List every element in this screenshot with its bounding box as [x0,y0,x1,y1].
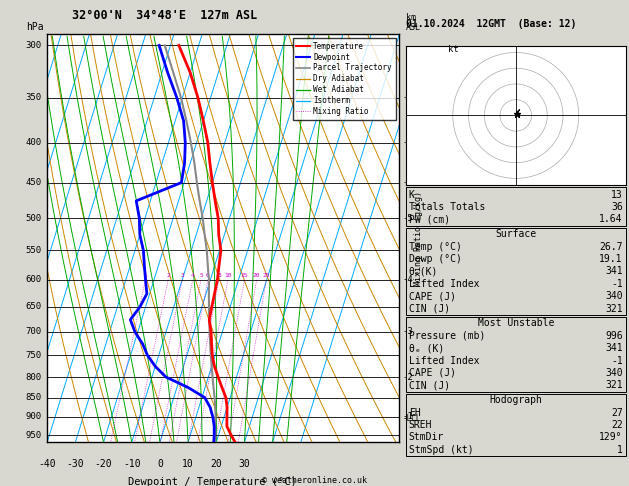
Text: Mixing Ratio (g/kg): Mixing Ratio (g/kg) [415,191,423,286]
Text: StmSpd (kt): StmSpd (kt) [409,445,474,455]
Text: km
ASL: km ASL [406,13,421,32]
Text: 32°00'N  34°48'E  127m ASL: 32°00'N 34°48'E 127m ASL [72,9,258,22]
Text: θₑ(K): θₑ(K) [409,266,438,277]
Text: 321: 321 [605,303,623,313]
Text: -1: -1 [611,356,623,365]
Bar [406,228,626,315]
Text: 550: 550 [26,246,42,255]
Text: CIN (J): CIN (J) [409,381,450,390]
Text: 20: 20 [253,273,260,278]
Text: 340: 340 [605,291,623,301]
Text: K: K [409,190,415,200]
Text: 1.64: 1.64 [599,214,623,225]
Text: -40: -40 [38,459,56,469]
Text: Surface: Surface [495,229,537,239]
Text: Hodograph: Hodograph [489,395,542,405]
Text: 341: 341 [605,343,623,353]
Text: 996: 996 [605,331,623,341]
Text: Lifted Index: Lifted Index [409,356,479,365]
Text: 15: 15 [241,273,248,278]
Text: 6: 6 [206,273,209,278]
Text: 2: 2 [166,273,170,278]
Text: 700: 700 [26,328,42,336]
Text: -30: -30 [67,459,84,469]
Text: CAPE (J): CAPE (J) [409,291,456,301]
Text: 19.1: 19.1 [599,254,623,264]
Text: 5: 5 [199,273,203,278]
Text: Temp (°C): Temp (°C) [409,242,462,252]
Text: -3: -3 [402,328,413,336]
Text: 3: 3 [181,273,184,278]
Text: 0: 0 [157,459,163,469]
Text: 01.10.2024  12GMT  (Base: 12): 01.10.2024 12GMT (Base: 12) [406,19,576,30]
Text: 27: 27 [611,407,623,417]
Text: Most Unstable: Most Unstable [477,318,554,329]
Text: -4: -4 [402,276,413,284]
Bar [406,317,626,392]
Text: 600: 600 [26,276,42,284]
Text: 22: 22 [611,420,623,430]
Text: -LCL: -LCL [402,414,421,422]
Text: 8: 8 [217,273,221,278]
Text: 750: 750 [26,351,42,360]
Text: Lifted Index: Lifted Index [409,278,479,289]
Text: Totals Totals: Totals Totals [409,202,485,212]
Text: 321: 321 [605,381,623,390]
Text: 1: 1 [617,445,623,455]
Text: 900: 900 [26,413,42,421]
Text: 500: 500 [26,214,42,223]
Text: StmDir: StmDir [409,433,444,442]
Text: -5: -5 [402,214,413,223]
Text: -8: -8 [402,93,413,102]
Text: -1: -1 [611,278,623,289]
Bar [406,394,626,456]
Text: 800: 800 [26,373,42,382]
Text: 400: 400 [26,138,42,147]
Text: hPa: hPa [26,21,44,32]
Text: 25: 25 [262,273,270,278]
Text: CIN (J): CIN (J) [409,303,450,313]
Text: 36: 36 [611,202,623,212]
Text: 950: 950 [26,431,42,440]
Text: 341: 341 [605,266,623,277]
Text: 4: 4 [191,273,194,278]
Text: 10: 10 [224,273,231,278]
Text: -1: -1 [402,413,413,421]
Text: 340: 340 [605,368,623,378]
Text: 129°: 129° [599,433,623,442]
Text: CAPE (J): CAPE (J) [409,368,456,378]
Text: -10: -10 [123,459,140,469]
Text: PW (cm): PW (cm) [409,214,450,225]
Text: 450: 450 [26,178,42,187]
Legend: Temperature, Dewpoint, Parcel Trajectory, Dry Adiabat, Wet Adiabat, Isotherm, Mi: Temperature, Dewpoint, Parcel Trajectory… [292,38,396,120]
Text: 650: 650 [26,302,42,312]
Text: © weatheronline.co.uk: © weatheronline.co.uk [262,476,367,485]
Text: 300: 300 [26,41,42,50]
Text: Dewp (°C): Dewp (°C) [409,254,462,264]
Text: Dewpoint / Temperature (°C): Dewpoint / Temperature (°C) [128,477,297,486]
Text: 20: 20 [210,459,222,469]
Text: Pressure (mb): Pressure (mb) [409,331,485,341]
Text: 30: 30 [238,459,250,469]
Text: -7: -7 [402,138,413,147]
Text: 850: 850 [26,393,42,402]
Text: 13: 13 [611,190,623,200]
Text: -2: -2 [402,373,413,382]
Text: -20: -20 [95,459,113,469]
Text: -6: -6 [402,178,413,187]
Text: θₑ (K): θₑ (K) [409,343,444,353]
Text: 350: 350 [26,93,42,102]
Text: 26.7: 26.7 [599,242,623,252]
Bar [406,187,626,226]
Text: 1: 1 [143,273,147,278]
Text: EH: EH [409,407,421,417]
Text: 10: 10 [182,459,194,469]
Text: SREH: SREH [409,420,432,430]
Text: kt: kt [448,46,459,54]
